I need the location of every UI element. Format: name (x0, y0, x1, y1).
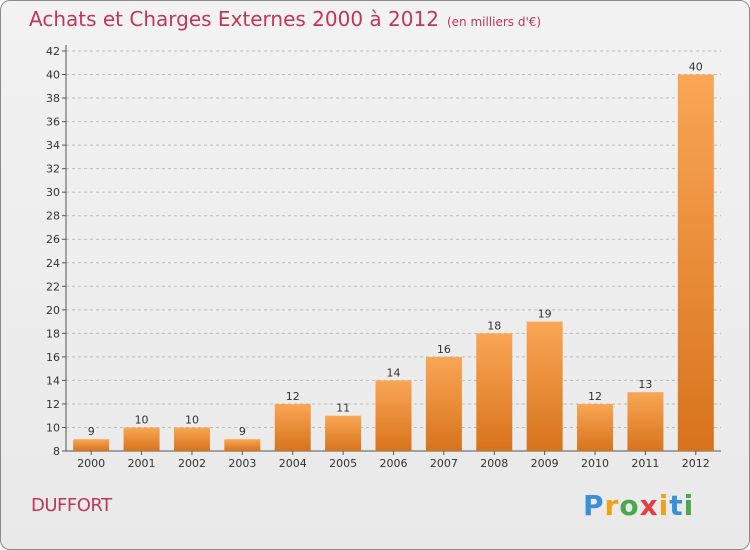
bar-2001 (123, 427, 160, 451)
bar-2000 (73, 439, 110, 451)
bar-2003 (224, 439, 261, 451)
x-tick-label-2003: 2003 (228, 457, 256, 470)
y-tick-label: 16 (46, 351, 60, 364)
y-tick-label: 30 (46, 186, 60, 199)
y-tick-label: 14 (46, 374, 60, 387)
bars: 9 10 10 9 12 11 14 16 18 19 12 13 40 (73, 61, 714, 451)
x-tick-label-2001: 2001 (128, 457, 156, 470)
bar-2005 (325, 415, 362, 451)
y-tick-label: 34 (46, 139, 60, 152)
y-tick-label: 18 (46, 327, 60, 340)
y-tick-label: 10 (46, 421, 60, 434)
x-tick-label-2008: 2008 (480, 457, 508, 470)
bar-2010 (577, 403, 614, 451)
bar-2007 (425, 356, 462, 451)
data-label-2005: 11 (336, 402, 350, 415)
chart-title: Achats et Charges Externes 2000 à 2012 (e… (29, 7, 541, 31)
bar-2011 (627, 392, 664, 451)
data-label-2009: 19 (538, 308, 552, 321)
y-tick-label: 38 (46, 92, 60, 105)
data-label-2002: 10 (185, 413, 199, 426)
bar-2004 (274, 403, 311, 451)
x-tick-label-2012: 2012 (682, 457, 710, 470)
x-tick-label-2002: 2002 (178, 457, 206, 470)
x-tick-label-2004: 2004 (279, 457, 307, 470)
bar-2006 (375, 380, 412, 451)
proxiti-logo: Proxiti (583, 489, 695, 522)
data-label-2006: 14 (387, 366, 401, 379)
y-tick-label: 40 (46, 69, 60, 82)
y-tick-label: 28 (46, 210, 60, 223)
y-tick-label: 32 (46, 163, 60, 176)
data-label-2010: 12 (588, 390, 602, 403)
y-tick-label: 26 (46, 233, 60, 246)
x-tick-label-2011: 2011 (631, 457, 659, 470)
data-label-2012: 40 (689, 61, 703, 74)
place-name: DUFFORT (31, 495, 112, 516)
x-tick-label-2007: 2007 (430, 457, 458, 470)
y-tick-label: 20 (46, 304, 60, 317)
x-tick-label-2005: 2005 (329, 457, 357, 470)
x-tick-label-2000: 2000 (77, 457, 105, 470)
bar-2002 (173, 427, 210, 451)
x-tick-label-2010: 2010 (581, 457, 609, 470)
bar-2009 (526, 321, 563, 451)
data-label-2011: 13 (638, 378, 652, 391)
bar-2008 (476, 333, 513, 451)
y-tick-label: 8 (53, 445, 60, 458)
y-tick-label: 12 (46, 398, 60, 411)
y-tick-label: 24 (46, 257, 60, 270)
bar-2012 (677, 74, 714, 451)
x-tick-label-2006: 2006 (380, 457, 408, 470)
chart-subtitle: (en milliers d'€) (446, 15, 542, 29)
y-tick-label: 22 (46, 280, 60, 293)
chart-title-text: Achats et Charges Externes 2000 à 2012 (29, 7, 439, 31)
y-tick-label: 36 (46, 116, 60, 129)
data-label-2004: 12 (286, 390, 300, 403)
data-label-2007: 16 (437, 343, 451, 356)
x-tick-label-2009: 2009 (531, 457, 559, 470)
data-label-2008: 18 (487, 319, 501, 332)
x-axis-labels: 2000 2001 2002 2003 2004 2005 2006 2007 2008 2009… (77, 451, 710, 470)
data-label-2003: 9 (239, 425, 246, 438)
data-label-2001: 10 (135, 413, 149, 426)
y-tick-label: 42 (46, 45, 60, 58)
data-label-2000: 9 (88, 425, 95, 438)
